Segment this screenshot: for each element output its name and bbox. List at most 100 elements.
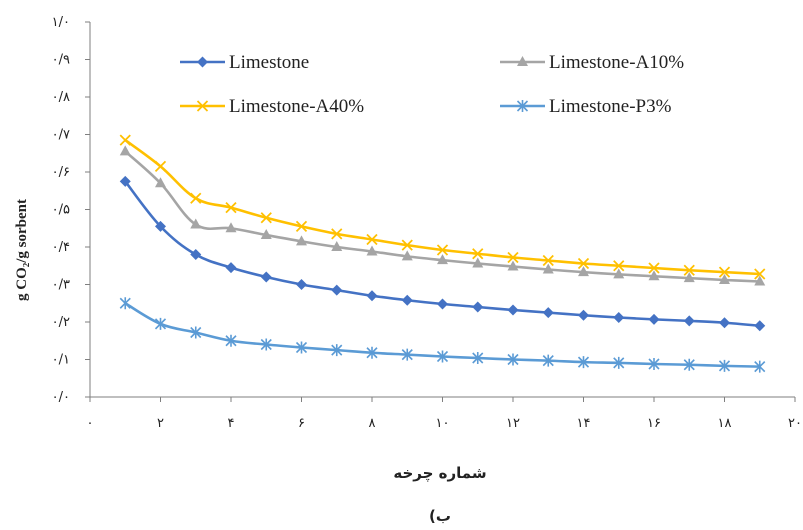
data-point bbox=[507, 260, 519, 271]
legend-label: Limestone-A10% bbox=[549, 52, 684, 73]
x-tick-label: ۰ bbox=[87, 416, 94, 431]
legend-marker bbox=[516, 100, 529, 112]
data-point bbox=[331, 241, 343, 251]
data-point bbox=[754, 275, 766, 286]
series-markers bbox=[119, 134, 766, 373]
data-point bbox=[190, 326, 202, 339]
data-point bbox=[578, 309, 589, 321]
legend-item: Limestone-A10% bbox=[500, 52, 684, 73]
data-point bbox=[119, 145, 131, 156]
data-point bbox=[190, 218, 202, 229]
data-point bbox=[507, 353, 519, 366]
legend-marker bbox=[517, 56, 528, 66]
data-point bbox=[542, 354, 554, 367]
data-point bbox=[683, 358, 695, 371]
data-point bbox=[225, 201, 237, 214]
data-point bbox=[613, 268, 625, 279]
data-point bbox=[225, 334, 237, 347]
x-tick-label: ۱۶ bbox=[647, 416, 661, 431]
x-tick-label: ۱۰ bbox=[436, 416, 450, 431]
data-point bbox=[366, 233, 378, 246]
legend-marker bbox=[197, 56, 208, 68]
y-tick-label: ۰/۷ bbox=[52, 128, 70, 143]
data-point bbox=[754, 320, 766, 332]
data-point bbox=[401, 348, 413, 361]
data-point bbox=[119, 297, 131, 310]
legend-label: Limestone-P3% bbox=[549, 96, 672, 117]
data-point bbox=[472, 301, 484, 313]
data-point bbox=[577, 356, 590, 369]
legend-label: Limestone-A40% bbox=[229, 96, 364, 117]
data-point bbox=[437, 298, 448, 310]
data-point bbox=[472, 352, 484, 364]
data-point bbox=[154, 160, 167, 173]
data-point bbox=[436, 350, 449, 363]
data-point bbox=[437, 254, 448, 265]
series-lines bbox=[124, 139, 760, 368]
y-tick-label: ۰/۶ bbox=[52, 165, 70, 180]
data-point bbox=[683, 315, 695, 327]
y-tick-label: ۱/۰ bbox=[52, 15, 70, 30]
data-point bbox=[366, 290, 378, 302]
x-tick-label: ۲۰ bbox=[788, 416, 802, 431]
data-point bbox=[296, 235, 307, 246]
x-tick-label: ۲ bbox=[157, 416, 164, 431]
data-point bbox=[260, 229, 272, 239]
x-axis-title: شماره چرخه bbox=[393, 464, 486, 483]
legend-marker bbox=[196, 100, 209, 112]
data-point bbox=[296, 279, 307, 290]
data-point bbox=[613, 312, 625, 323]
data-point bbox=[507, 251, 519, 264]
data-point bbox=[754, 360, 766, 373]
data-point bbox=[260, 338, 272, 351]
legend-item: Limestone-P3% bbox=[500, 96, 672, 117]
data-point bbox=[542, 263, 554, 274]
data-point bbox=[260, 271, 272, 283]
x-tick-label: ۱۴ bbox=[577, 416, 591, 431]
y-tick-label: ۰/۱ bbox=[52, 353, 70, 368]
y-tick-label: ۰/۴ bbox=[52, 240, 70, 255]
legend: Limestone Limestone-A10% Limestone-A40% Lim… bbox=[180, 52, 684, 117]
data-point bbox=[507, 304, 519, 316]
y-tick-label: ۰/۸ bbox=[52, 90, 70, 105]
data-point bbox=[401, 250, 413, 261]
data-point bbox=[155, 177, 166, 188]
y-tick-label: ۰/۰ bbox=[52, 390, 70, 405]
data-point bbox=[331, 344, 343, 357]
data-point bbox=[648, 270, 660, 281]
legend-item: Limestone bbox=[180, 52, 309, 73]
y-tick-label: ۰/۳ bbox=[52, 278, 70, 293]
data-point bbox=[154, 317, 167, 330]
figure-caption: ب) bbox=[429, 507, 451, 525]
legend-label: Limestone bbox=[229, 52, 309, 73]
x-tick-label: ۶ bbox=[298, 416, 305, 431]
data-point bbox=[190, 249, 202, 260]
data-point bbox=[718, 359, 731, 372]
series-line-3 bbox=[124, 139, 760, 276]
data-point bbox=[648, 358, 660, 370]
data-point bbox=[542, 307, 554, 319]
data-point bbox=[401, 294, 413, 306]
data-point bbox=[577, 257, 590, 270]
y-axis-title: g CO₂/g sorbent bbox=[14, 199, 30, 301]
data-point bbox=[648, 262, 660, 274]
data-point bbox=[225, 262, 237, 274]
data-point bbox=[155, 220, 166, 232]
data-point bbox=[295, 220, 308, 233]
data-point bbox=[578, 266, 589, 277]
data-point bbox=[119, 175, 131, 187]
legend-item: Limestone-A40% bbox=[180, 96, 364, 117]
data-point bbox=[472, 248, 484, 260]
data-point bbox=[331, 284, 343, 296]
data-point bbox=[683, 272, 695, 283]
data-point bbox=[542, 254, 554, 267]
data-point bbox=[260, 212, 272, 224]
data-point bbox=[648, 313, 660, 325]
y-tick-labels: ۰/۰ ۰/۱ ۰/۲ ۰/۳ ۰/۴ ۰/۵ ۰/۶ ۰/۷ ۰/۸ ۰/۹ ۱/۰ bbox=[52, 15, 70, 405]
data-point bbox=[436, 244, 449, 256]
data-point bbox=[472, 257, 484, 268]
data-point bbox=[719, 274, 730, 284]
data-point bbox=[190, 192, 202, 204]
data-point bbox=[119, 134, 131, 146]
